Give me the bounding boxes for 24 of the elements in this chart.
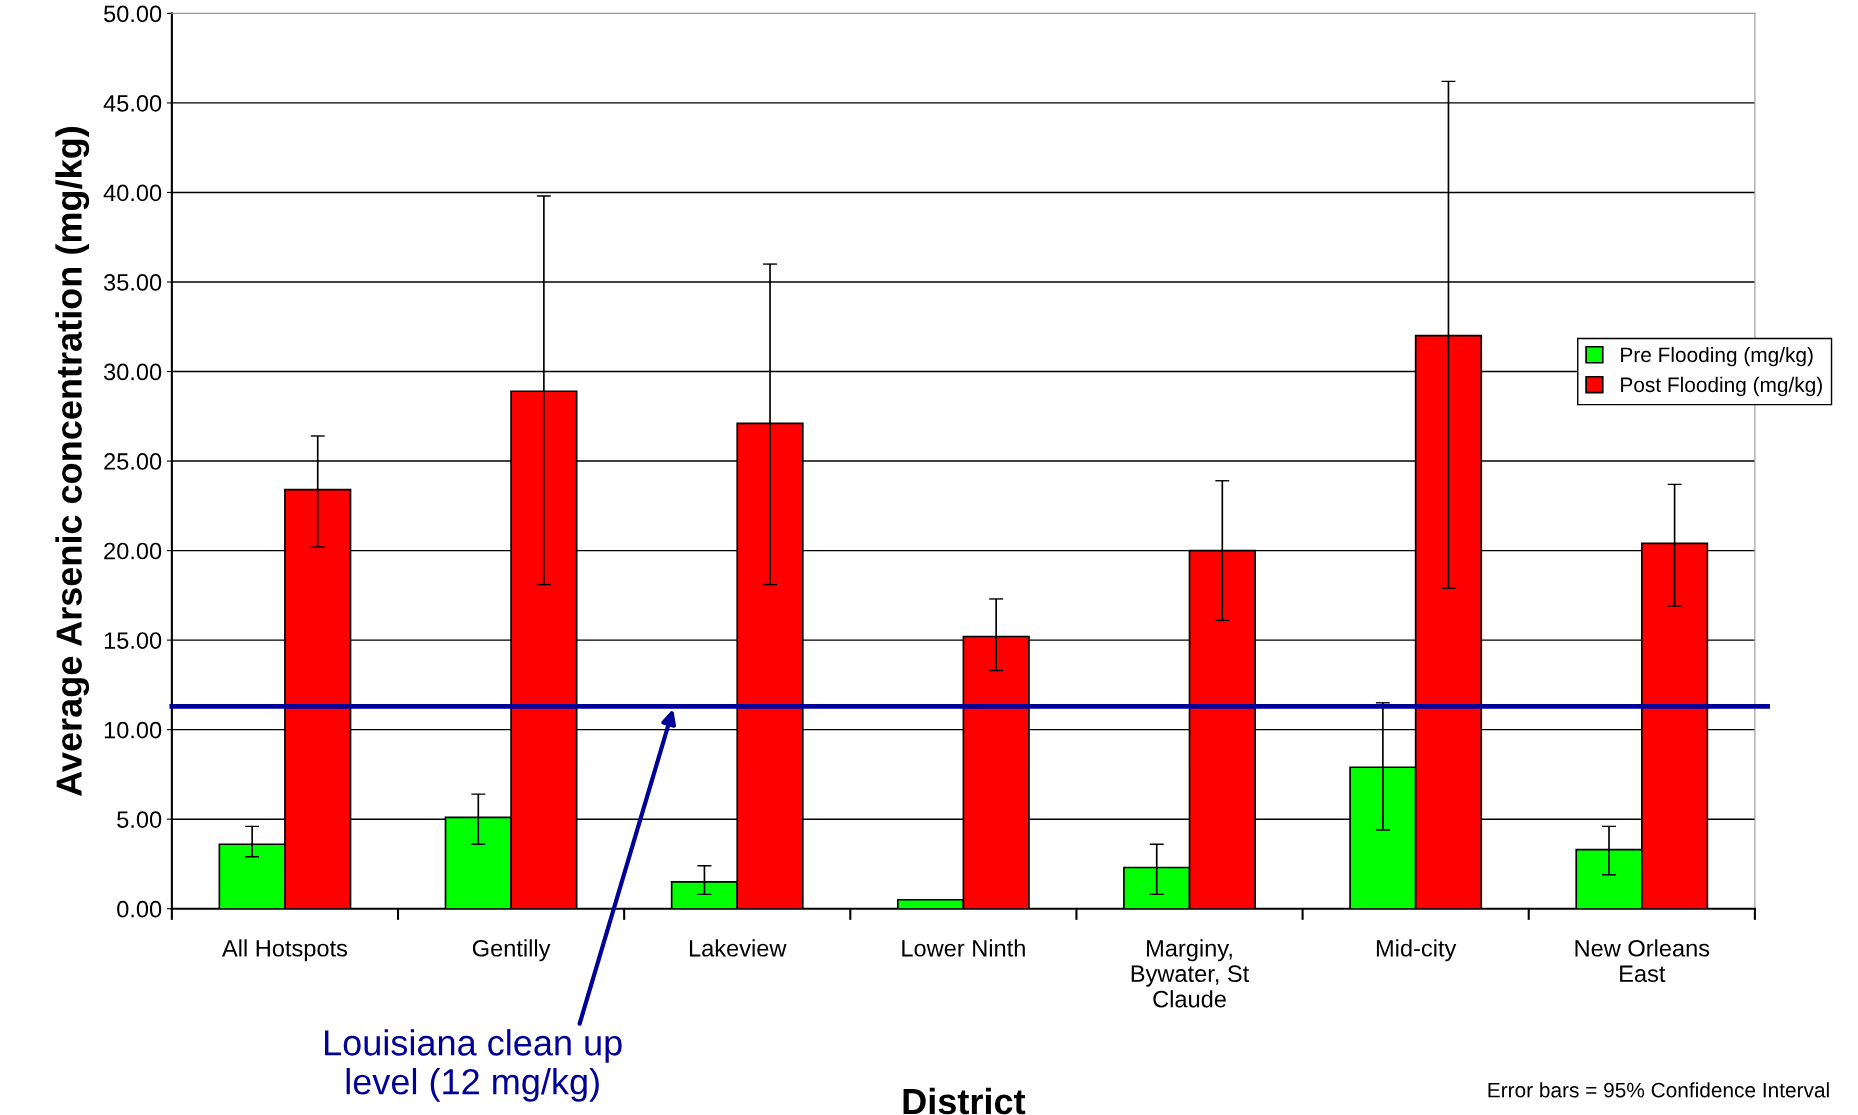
x-tick-label: New Orleans East [1575, 939, 1710, 983]
y-tick-label: 35.00 [103, 274, 162, 291]
x-tick-label: Lower Ninth [902, 939, 1025, 957]
y-tick-label: 15.00 [104, 632, 162, 649]
x-tick-label: Gentilly [472, 939, 551, 962]
x-tick-label: All Hotspots [222, 939, 348, 962]
text: Error bars = 95% Confidence Interval [1488, 1082, 1829, 1098]
y-axis-title: Average Arsenic concentration (mg/kg) [55, 127, 90, 796]
y-tick-label: 50.00 [104, 5, 162, 23]
y-tick-label: 45.00 [103, 94, 162, 112]
y-tick-label: 40.00 [103, 184, 162, 202]
ref-line-label: Louisiana clean up level (12 mg/kg) [325, 1029, 622, 1102]
y-tick-label: 10.00 [104, 721, 162, 739]
x-axis-title: District [903, 1087, 1026, 1115]
y-tick-label: 20.00 [104, 542, 162, 560]
legend-label: Post Flooding (mg/kg) [1621, 376, 1822, 397]
legend-label: Pre Flooding (mg/kg) [1621, 346, 1813, 367]
x-tick-label: Mid-city [1376, 939, 1457, 962]
y-tick-label: 25.00 [104, 453, 162, 470]
y-tick-label: 0.00 [117, 900, 162, 918]
x-tick-label: Lakeview [689, 939, 787, 957]
y-tick-label: 30.00 [103, 363, 162, 381]
x-tick-label: Marginy, Bywater, St Claude [1131, 939, 1250, 1008]
y-tick-label: 5.00 [117, 811, 162, 828]
